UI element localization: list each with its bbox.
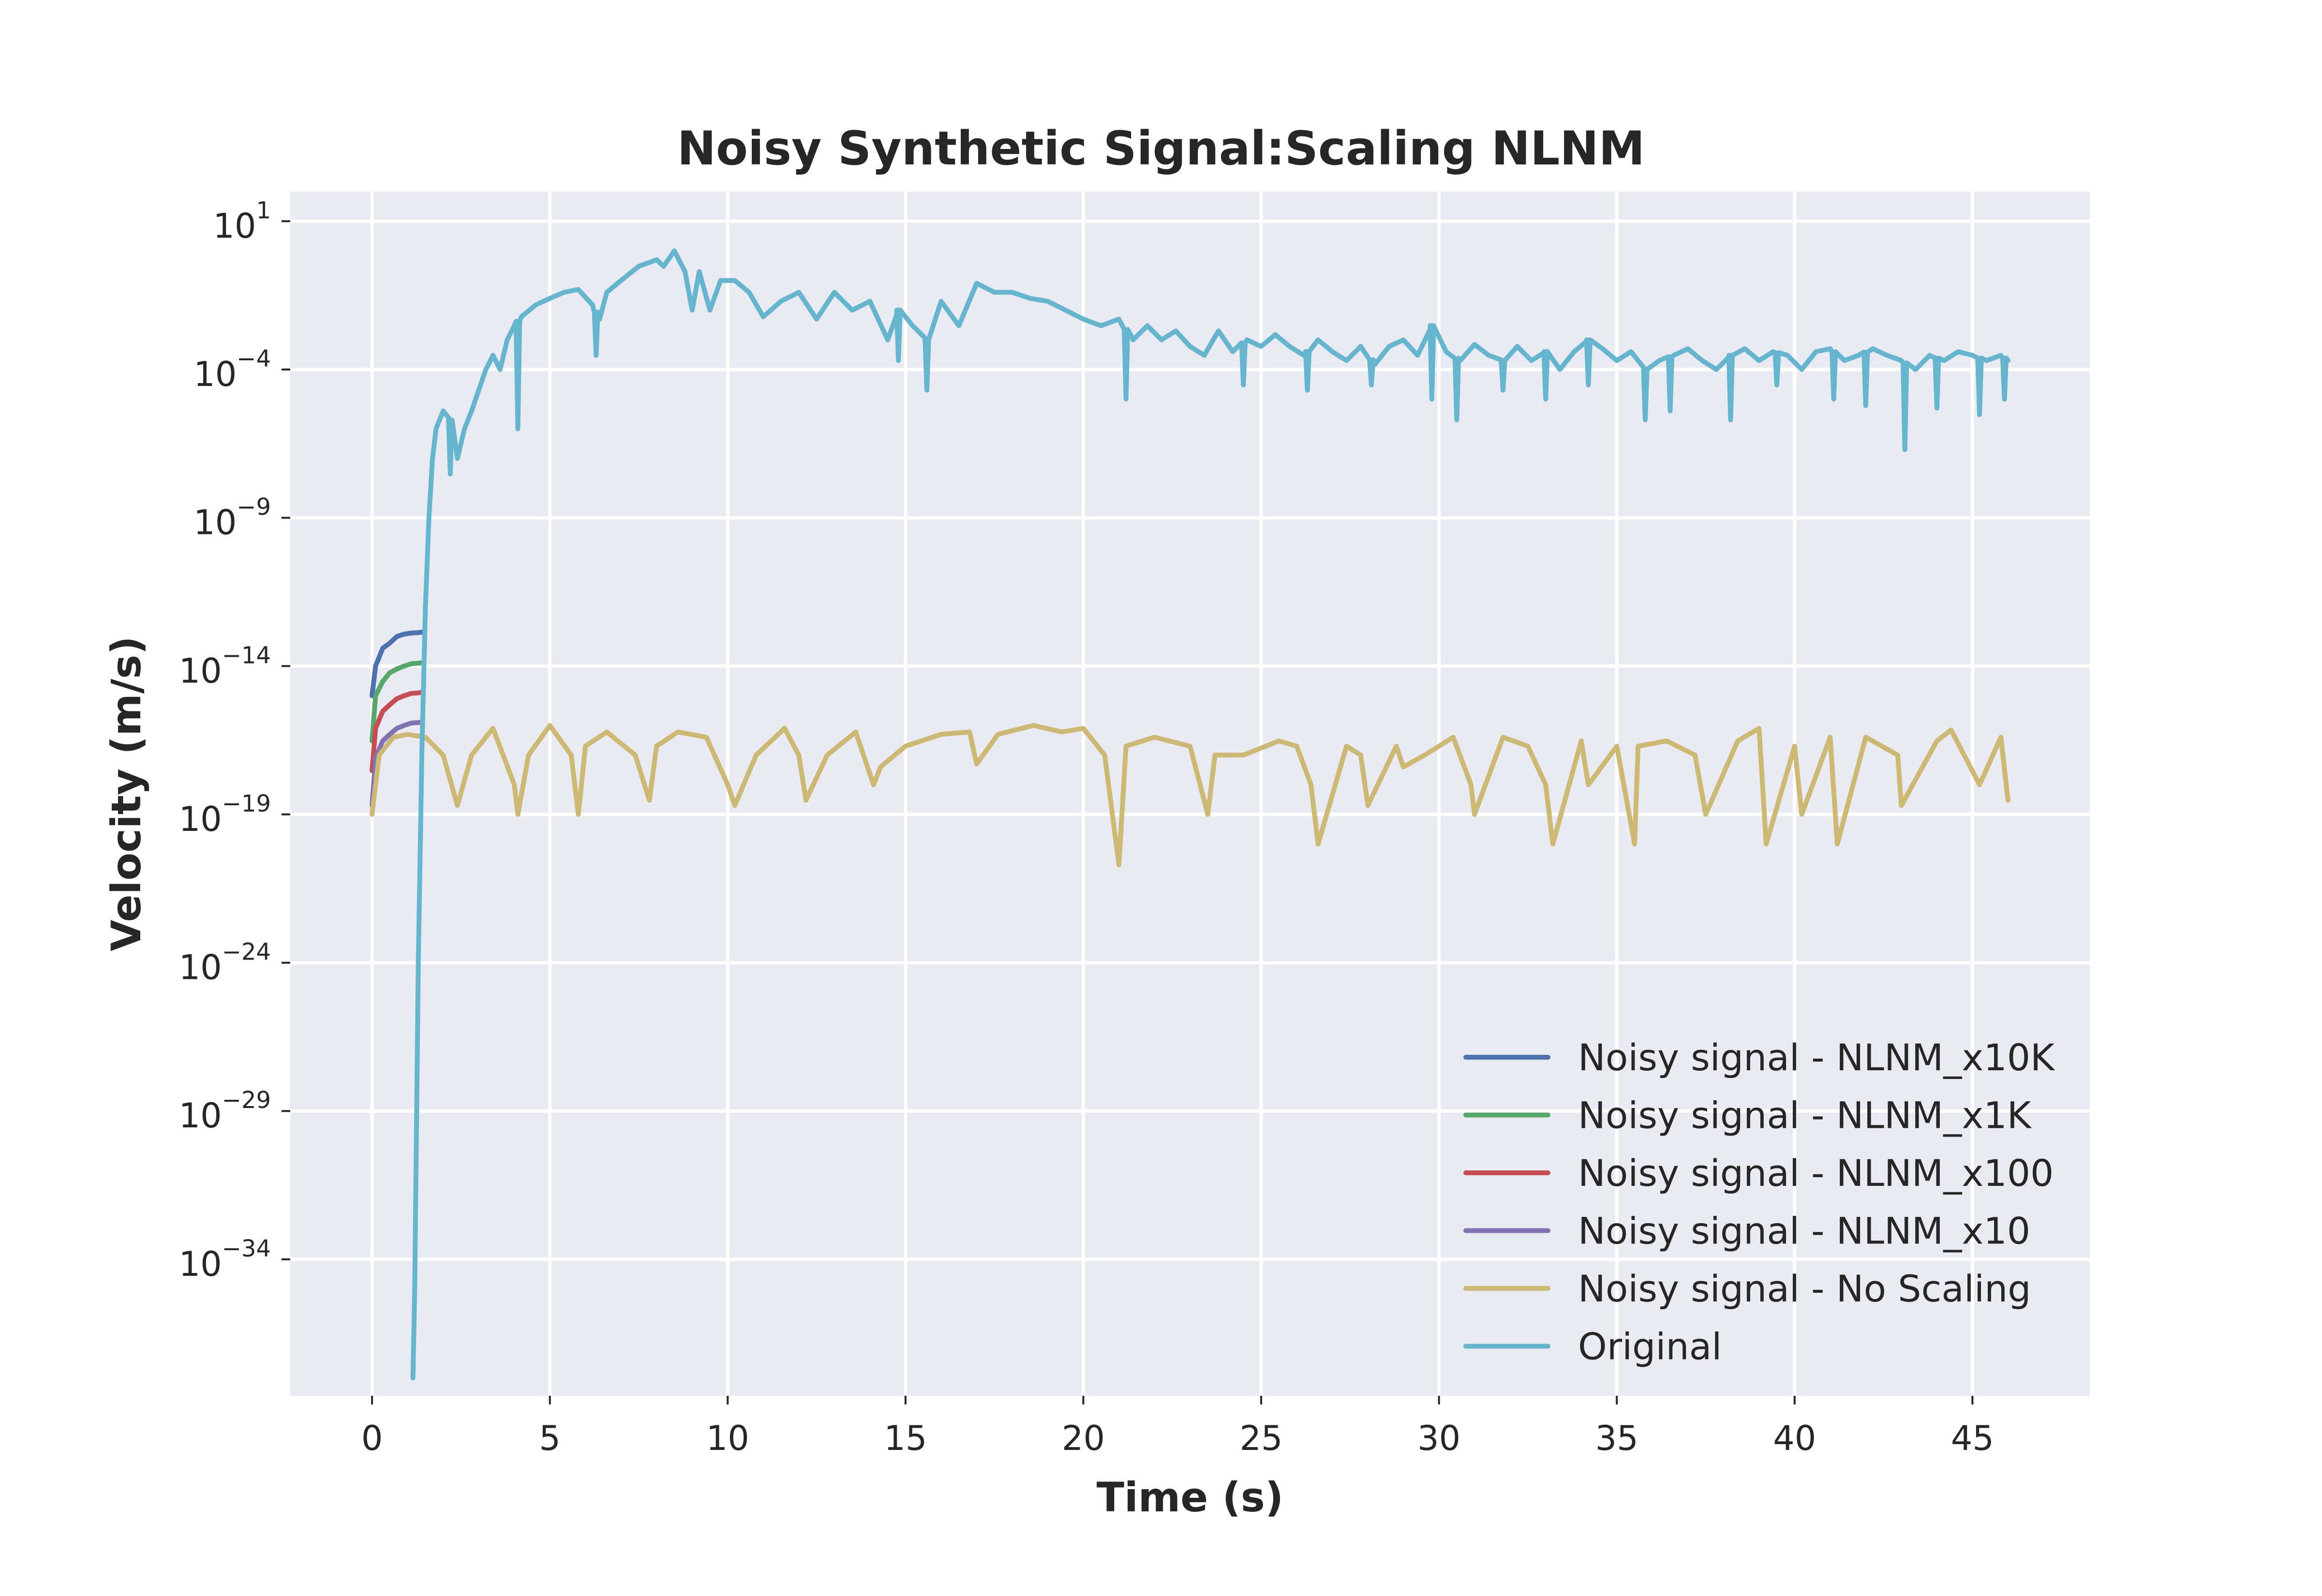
- legend-entry: Noisy signal - NLNM_x10K: [1578, 1036, 2055, 1079]
- y-tick-base: 10: [179, 799, 222, 839]
- y-tick-exponent: −24: [222, 939, 271, 966]
- x-tick-label: 40: [1773, 1419, 1816, 1458]
- x-tick-label: 45: [1951, 1419, 1994, 1458]
- plot-area: [290, 192, 2090, 1396]
- y-tick-label: 10−14: [179, 642, 271, 691]
- y-tick-base: 10: [194, 355, 237, 394]
- series-line-1: [370, 660, 424, 743]
- y-tick-label: 10−9: [194, 494, 271, 543]
- y-axis-label: Velocity (m/s): [103, 636, 150, 951]
- y-tick-base: 10: [213, 206, 256, 246]
- legend: Noisy signal - NLNM_x10K Noisy signal - N…: [1463, 1036, 2055, 1368]
- y-tick-exponent: −9: [237, 494, 271, 521]
- y-tick-exponent: −14: [222, 642, 271, 669]
- chart-title: Noisy Synthetic Signal:Scaling NLNM: [677, 121, 1645, 176]
- grid-lines: [290, 192, 2090, 1396]
- x-tick-label: 5: [539, 1419, 561, 1458]
- y-tick-label: 10−29: [179, 1087, 271, 1136]
- legend-entry: Original: [1578, 1325, 1722, 1368]
- x-tick-label: 0: [361, 1419, 383, 1458]
- legend-entry: Noisy signal - NLNM_x100: [1578, 1152, 2054, 1195]
- series-line-4: [370, 723, 2010, 868]
- legend-entry: Noisy signal - NLNM_x10: [1578, 1210, 2030, 1253]
- series-line-0: [370, 630, 424, 698]
- x-tick-label: 25: [1239, 1419, 1282, 1458]
- y-tick-exponent: −19: [222, 790, 271, 817]
- y-tick-exponent: −29: [222, 1087, 271, 1114]
- y-tick-label: 10−24: [179, 939, 271, 988]
- series-line-3: [370, 720, 424, 808]
- y-tick-label: 10−19: [179, 790, 271, 839]
- x-tick-label: 10: [706, 1419, 749, 1458]
- y-tick-base: 10: [179, 651, 222, 691]
- x-tick-label: 15: [884, 1419, 927, 1458]
- y-tick-exponent: 1: [256, 197, 271, 224]
- x-tick-label: 30: [1417, 1419, 1460, 1458]
- series-line-2: [370, 690, 424, 773]
- y-tick-base: 10: [194, 503, 237, 543]
- y-tick-base: 10: [179, 948, 222, 988]
- x-axis-ticks: 0 5 10 15 20 25 30 35 40 45: [361, 1396, 1994, 1458]
- y-tick-label: 10−34: [179, 1235, 271, 1284]
- x-axis-label: Time (s): [1097, 1474, 1284, 1521]
- y-tick-label: 101: [213, 197, 271, 246]
- y-tick-base: 10: [179, 1096, 222, 1136]
- y-tick-exponent: −34: [222, 1235, 271, 1262]
- legend-entry: Noisy signal - No Scaling: [1578, 1267, 2031, 1310]
- y-tick-exponent: −4: [237, 345, 271, 372]
- y-tick-base: 10: [179, 1244, 222, 1284]
- x-tick-label: 20: [1062, 1419, 1105, 1458]
- y-tick-label: 10−4: [194, 345, 271, 394]
- series-line-5: [410, 248, 2010, 1381]
- series-lines: [370, 248, 2010, 1381]
- legend-entry: Noisy signal - NLNM_x1K: [1578, 1094, 2032, 1137]
- x-tick-label: 35: [1595, 1419, 1638, 1458]
